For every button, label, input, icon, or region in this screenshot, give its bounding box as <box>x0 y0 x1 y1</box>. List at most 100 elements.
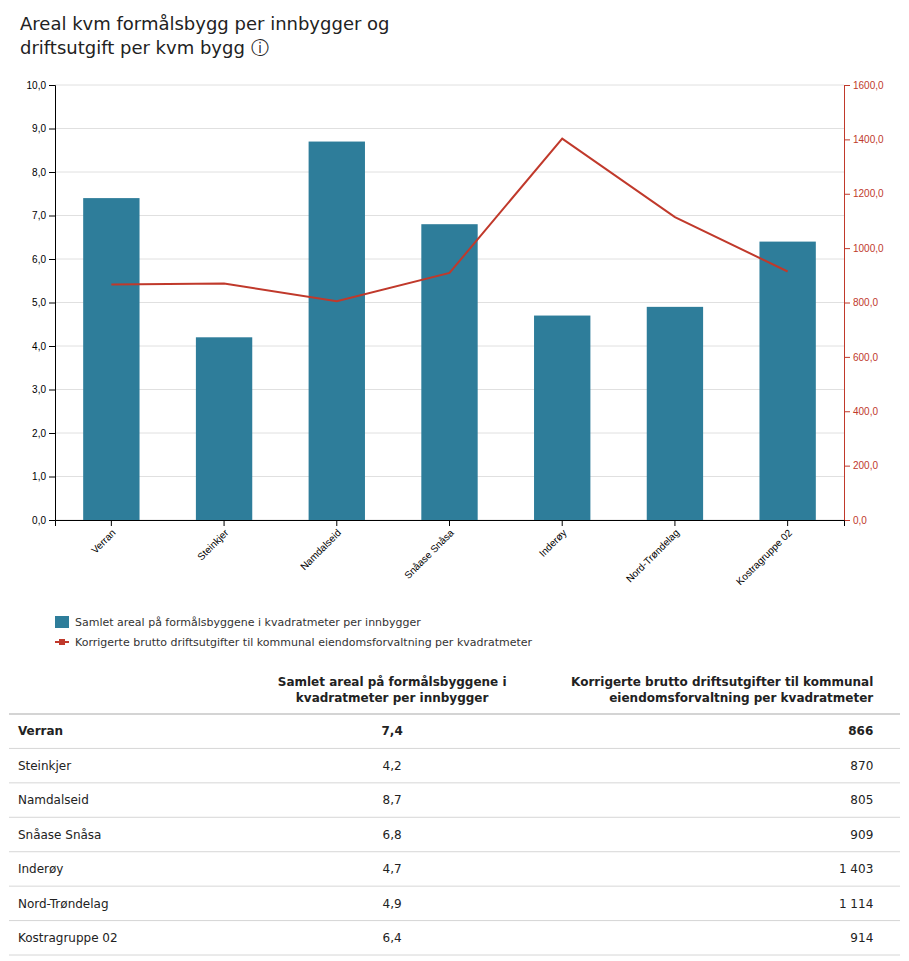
bar <box>421 224 477 520</box>
tick-mark <box>49 346 55 347</box>
tick-mark <box>844 357 850 358</box>
tick-label: Namdalseid <box>298 527 343 572</box>
tick-label: 4,0 <box>32 341 46 352</box>
tick: 1400,0 <box>844 134 884 145</box>
plot-area <box>83 139 816 520</box>
tick-label: 8,0 <box>32 167 46 178</box>
grid <box>55 85 844 520</box>
legend-label: Korrigerte brutto driftsutgifter til kom… <box>75 636 533 649</box>
table-rule <box>9 713 900 714</box>
table-cell: 6,4 <box>383 931 402 945</box>
table-cell: 805 <box>850 793 873 807</box>
table-cell: 4,9 <box>383 897 402 911</box>
tick-mark <box>844 411 850 412</box>
tick: 1200,0 <box>844 188 884 199</box>
table-cell: 1 403 <box>839 862 873 876</box>
tick-label: 10,0 <box>27 80 47 91</box>
bar <box>534 316 590 520</box>
tick: Namdalseid <box>298 520 343 572</box>
legend-item: Samlet areal på formålsbyggene i kvadrat… <box>55 616 421 629</box>
tick-label: 400,0 <box>853 406 878 417</box>
tick-label: 3,0 <box>32 384 46 395</box>
legend-label: Samlet areal på formålsbyggene i kvadrat… <box>75 616 421 629</box>
table-cell: 7,4 <box>381 724 402 738</box>
tick: 400,0 <box>844 406 878 417</box>
tick: 2,0 <box>32 428 55 439</box>
tick-label: 9,0 <box>32 123 46 134</box>
table-cell: 914 <box>850 931 873 945</box>
tick: 1,0 <box>32 471 55 482</box>
table-rule <box>9 817 900 818</box>
title: Areal kvm formålsbygg per innbygger ogdr… <box>20 13 390 58</box>
tick-label: Snåase Snåsa <box>402 527 456 581</box>
tick-mark <box>49 216 55 217</box>
tick-mark <box>844 248 850 249</box>
axis-line <box>845 86 851 521</box>
x-axis: VerranSteinkjerNamdalseidSnåase SnåsaInd… <box>56 520 845 587</box>
tick-mark <box>49 259 55 260</box>
y2-axis: 0,0 200,0 400,0 600,0 800,0 1000,0 1200,0 1400,… <box>844 80 884 526</box>
tick: 1000,0 <box>844 243 884 254</box>
bar <box>83 198 139 520</box>
table-cell: 8,7 <box>383 793 402 807</box>
table-cell: 866 <box>848 724 873 738</box>
tick: 9,0 <box>32 123 55 134</box>
table-rule <box>9 955 900 956</box>
tick: 8,0 <box>32 167 55 178</box>
legend-item: Korrigerte brutto driftsutgifter til kom… <box>55 636 533 649</box>
table-cell: Inderøy <box>18 862 64 876</box>
tick: 6,0 <box>32 254 55 265</box>
table-cell: 6,8 <box>383 828 402 842</box>
tick-mark <box>844 139 850 140</box>
tick: 200,0 <box>844 460 878 471</box>
chart: Areal kvm formålsbygg per innbygger ogdr… <box>0 0 909 961</box>
tick-label: Verran <box>89 527 118 556</box>
table-rule <box>9 886 900 887</box>
bar <box>309 142 365 520</box>
tick-label: 6,0 <box>32 254 46 265</box>
grid-line <box>55 85 844 86</box>
y-axis: 0,0 1,0 2,0 3,0 4,0 5,0 6,0 7,0 8,0 9,0 10,0 <box>27 80 56 526</box>
tick: 1600,0 <box>844 80 884 91</box>
table-cell: 909 <box>850 828 873 842</box>
table-rule <box>9 851 900 852</box>
table-rule <box>9 920 900 921</box>
tick: Inderøy <box>537 520 569 559</box>
tick-label: 0,0 <box>853 515 867 526</box>
tick-label: 1000,0 <box>853 243 884 254</box>
tick-label: 800,0 <box>853 297 878 308</box>
tick-mark <box>49 129 55 130</box>
table-cell: Namdalseid <box>18 793 89 807</box>
tick-mark <box>224 520 225 526</box>
table-cell: Verran <box>18 724 63 738</box>
tick-label: 600,0 <box>853 352 878 363</box>
bar <box>759 242 815 520</box>
tick-label: 0,0 <box>32 515 46 526</box>
table-header: Samlet areal på formålsbyggene ikvadratm… <box>278 675 507 705</box>
table-cell: Steinkjer <box>18 759 71 773</box>
tick: 7,0 <box>32 210 55 221</box>
tick-mark <box>49 85 55 86</box>
axis-line <box>56 521 845 527</box>
tick: Nord-Trøndelag <box>624 520 681 585</box>
tick-mark <box>49 433 55 434</box>
tick-mark <box>49 520 55 521</box>
tick-label: 7,0 <box>32 210 46 221</box>
tick: Verran <box>89 520 118 556</box>
tick-mark <box>49 390 55 391</box>
tick-label: 5,0 <box>32 297 46 308</box>
bar <box>196 337 252 520</box>
legend-swatch <box>55 616 69 628</box>
table-cell: 4,2 <box>383 759 402 773</box>
tick: 5,0 <box>32 297 55 308</box>
table-rule <box>9 748 900 749</box>
tick-label: Kostragruppe 02 <box>734 527 794 587</box>
table-cell: Snåase Snåsa <box>18 828 102 842</box>
tick-label: 200,0 <box>853 460 878 471</box>
table-cell: 870 <box>850 759 873 773</box>
tick-mark <box>562 520 563 526</box>
table-cell: 4,7 <box>383 862 402 876</box>
tick: 3,0 <box>32 384 55 395</box>
tick-mark <box>49 477 55 478</box>
tick: 800,0 <box>844 297 878 308</box>
